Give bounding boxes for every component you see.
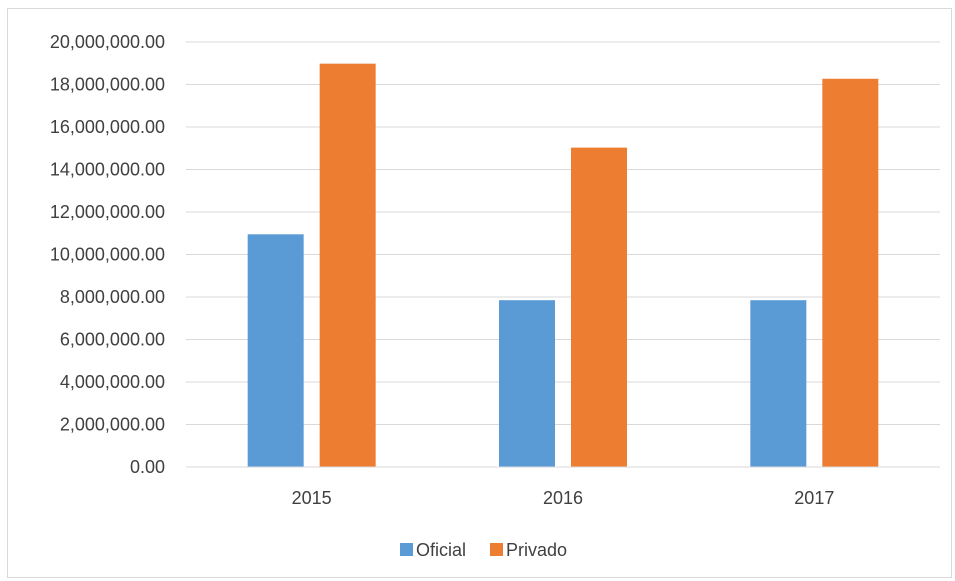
y-tick-label: 0.00 [130, 457, 165, 477]
legend-item-privado: Privado [490, 540, 567, 560]
y-tick-label: 2,000,000.00 [60, 415, 165, 435]
y-tick-label: 6,000,000.00 [60, 330, 165, 350]
y-tick-label: 8,000,000.00 [60, 287, 165, 307]
chart-frame [7, 8, 952, 578]
bar-oficial-2017 [750, 300, 807, 467]
legend-label: Privado [506, 540, 567, 560]
y-tick-label: 10,000,000.00 [50, 245, 165, 265]
bar-privado-2017 [822, 78, 879, 467]
legend-label: Oficial [416, 540, 466, 560]
bar-privado-2016 [571, 147, 627, 468]
gridlines [186, 41, 940, 425]
x-tick-label: 2017 [794, 488, 834, 508]
y-tick-label: 4,000,000.00 [60, 372, 165, 392]
legend-swatch [400, 543, 413, 556]
legend: Oficial Privado [400, 540, 567, 560]
y-tick-label: 16,000,000.00 [50, 117, 165, 137]
y-tick-label: 14,000,000.00 [50, 160, 165, 180]
x-axis-tick-labels: 2015 2016 2017 [292, 488, 835, 508]
y-tick-label: 20,000,000.00 [50, 32, 165, 52]
x-tick-label: 2015 [292, 488, 332, 508]
bars [247, 63, 879, 468]
bar-oficial-2016 [499, 300, 555, 467]
x-tick-label: 2016 [543, 488, 583, 508]
bar-privado-2015 [319, 63, 376, 468]
y-tick-label: 12,000,000.00 [50, 202, 165, 222]
y-tick-label: 18,000,000.00 [50, 75, 165, 95]
bar-oficial-2015 [247, 234, 304, 467]
y-axis-tick-labels: 0.00 2,000,000.00 4,000,000.00 6,000,000.00… [50, 32, 165, 477]
legend-item-oficial: Oficial [400, 540, 466, 560]
legend-swatch [490, 543, 503, 556]
